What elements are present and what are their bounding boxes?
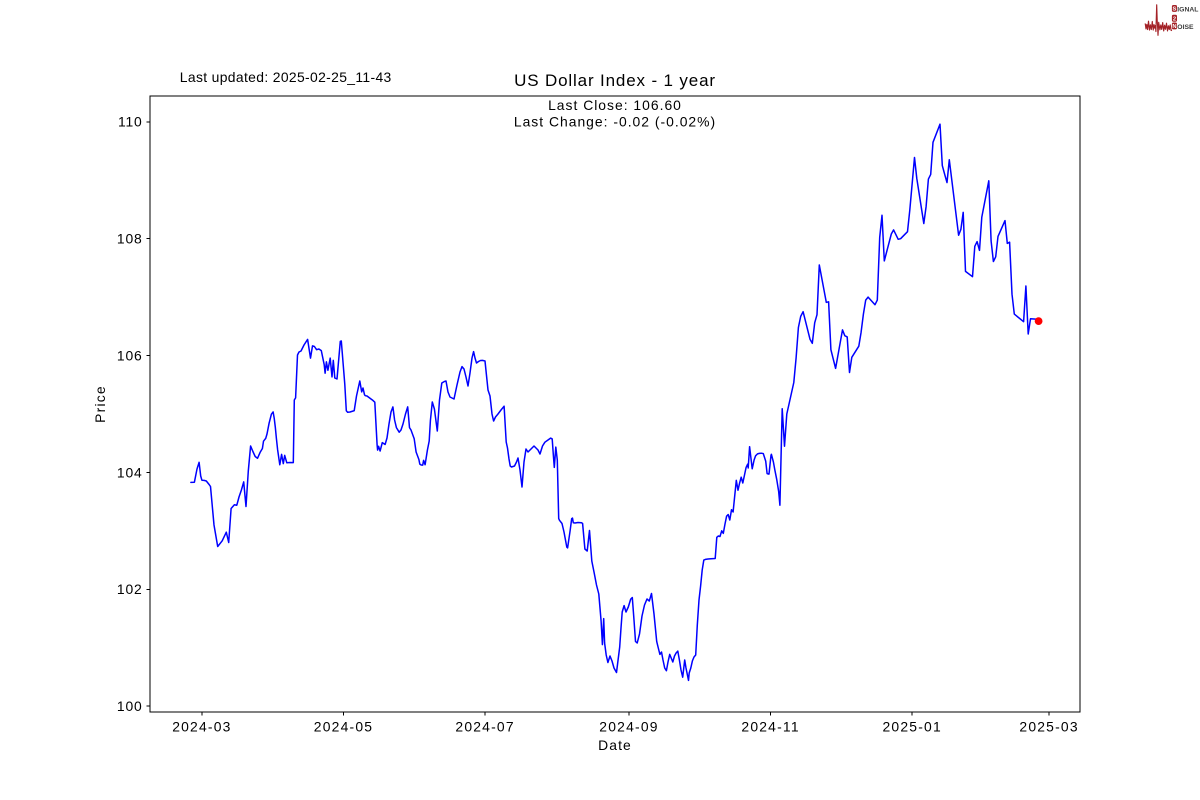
svg-text:108: 108 bbox=[117, 231, 143, 247]
svg-text:2024-07: 2024-07 bbox=[455, 719, 514, 735]
svg-text:102: 102 bbox=[117, 581, 143, 597]
svg-text:2025-03: 2025-03 bbox=[1019, 719, 1078, 735]
svg-text:OISE: OISE bbox=[1177, 24, 1194, 31]
svg-text:2: 2 bbox=[1173, 16, 1176, 22]
svg-text:Price: Price bbox=[92, 385, 108, 423]
svg-text:2024-05: 2024-05 bbox=[314, 719, 373, 735]
svg-text:Last updated: 2025-02-25_11-43: Last updated: 2025-02-25_11-43 bbox=[180, 69, 392, 85]
svg-text:US Dollar Index - 1 year: US Dollar Index - 1 year bbox=[514, 71, 716, 90]
svg-text:Date: Date bbox=[598, 737, 632, 753]
svg-text:106: 106 bbox=[117, 348, 143, 364]
svg-text:N: N bbox=[1172, 24, 1176, 30]
svg-text:2024-03: 2024-03 bbox=[172, 719, 231, 735]
svg-text:2024-11: 2024-11 bbox=[741, 719, 799, 735]
svg-text:IGNAL: IGNAL bbox=[1177, 7, 1198, 14]
svg-text:2024-09: 2024-09 bbox=[599, 719, 658, 735]
svg-text:Last Close: 106.60: Last Close: 106.60 bbox=[548, 97, 682, 113]
svg-text:100: 100 bbox=[117, 698, 143, 714]
svg-text:110: 110 bbox=[118, 114, 143, 130]
svg-text:104: 104 bbox=[117, 464, 143, 480]
svg-text:2025-01: 2025-01 bbox=[883, 719, 942, 735]
svg-text:Last Change: -0.02 (-0.02%): Last Change: -0.02 (-0.02%) bbox=[514, 114, 716, 130]
svg-text:S: S bbox=[1173, 7, 1177, 13]
